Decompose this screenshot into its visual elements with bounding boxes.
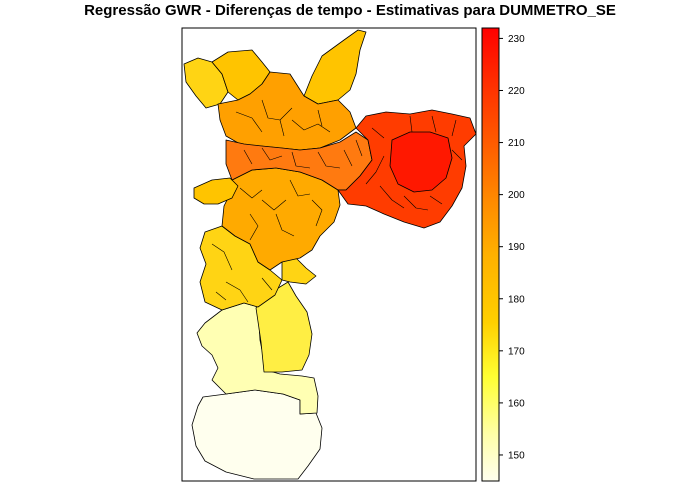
map-frame bbox=[181, 27, 477, 482]
region-north-hills bbox=[303, 29, 367, 105]
legend-tick-label: 180 bbox=[508, 294, 525, 305]
region-north-west-lobe bbox=[183, 57, 229, 109]
legend-tick-label: 160 bbox=[508, 398, 525, 409]
choropleth-map bbox=[183, 29, 477, 480]
legend-tick-label: 200 bbox=[508, 190, 525, 201]
map-title: Regressão GWR - Diferenças de tempo - Es… bbox=[84, 2, 616, 19]
region-south-west-2 bbox=[281, 257, 317, 285]
region-east-core bbox=[389, 131, 453, 193]
legend-tick-label: 150 bbox=[508, 450, 525, 461]
legend-tick-label: 190 bbox=[508, 242, 525, 253]
legend-ticks: 150 160 170 180 190 200 210 220 230 bbox=[499, 34, 525, 461]
district-boundaries bbox=[211, 99, 463, 303]
legend-tick-label: 220 bbox=[508, 86, 525, 97]
legend-tick-label: 230 bbox=[508, 34, 525, 45]
legend-color-bar bbox=[481, 27, 500, 482]
region-south-mid bbox=[255, 281, 313, 373]
legend-tick-label: 170 bbox=[508, 346, 525, 357]
legend-tick-label: 210 bbox=[508, 138, 525, 149]
region-west-fringe bbox=[193, 177, 239, 205]
